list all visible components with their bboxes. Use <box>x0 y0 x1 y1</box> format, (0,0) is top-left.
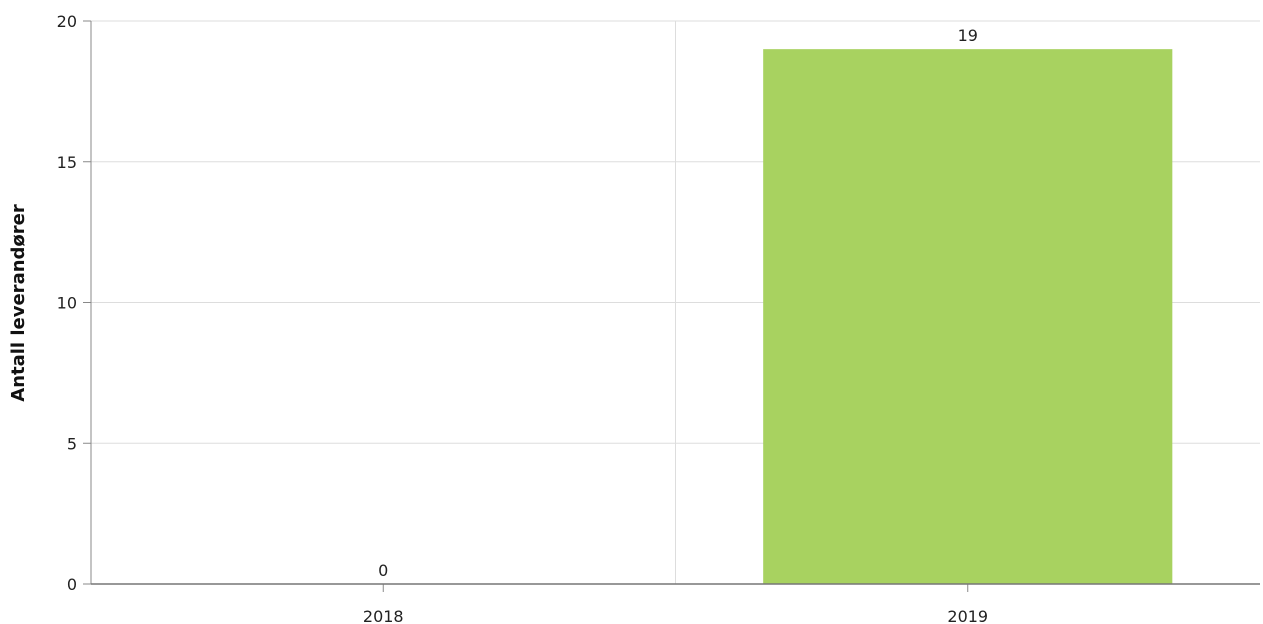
axes <box>83 20 1260 592</box>
x-tick-label-2019: 2019 <box>947 607 988 624</box>
y-tick-label: 15 <box>57 153 77 172</box>
y-tick-label: 0 <box>67 575 77 594</box>
x-tick-labels: 2018 2019 <box>363 607 988 624</box>
bar-2019 <box>763 49 1173 584</box>
data-label-2019: 19 <box>958 26 978 45</box>
y-tick-label: 5 <box>67 434 77 453</box>
x-tick-label-2018: 2018 <box>363 607 404 624</box>
data-labels: 0 19 <box>378 26 978 580</box>
y-tick-labels: 0 5 10 15 20 <box>57 12 77 594</box>
y-tick-label: 10 <box>57 294 77 313</box>
y-tick-label: 20 <box>57 12 77 31</box>
bars <box>763 49 1173 584</box>
data-label-2018: 0 <box>378 561 388 580</box>
y-axis-title: Antall leverandører <box>8 204 29 402</box>
